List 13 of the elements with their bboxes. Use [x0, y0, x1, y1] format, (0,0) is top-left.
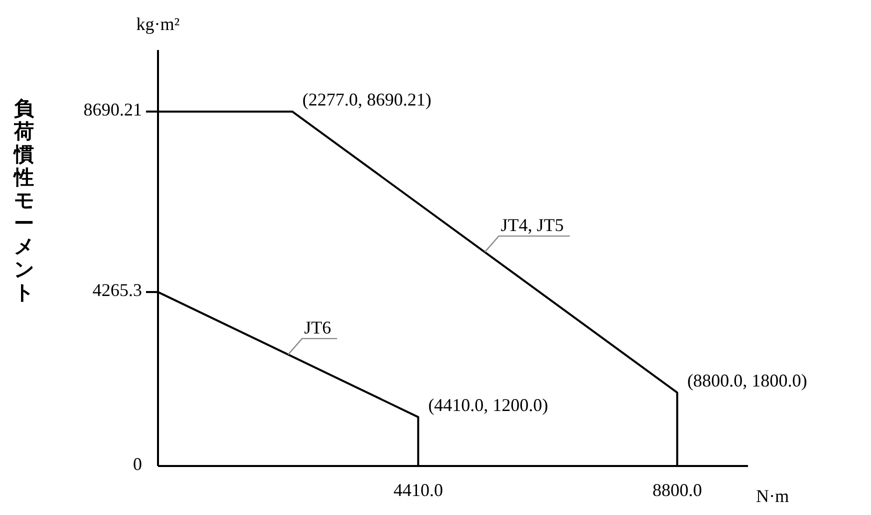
- x-tick-label: 8800.0: [652, 480, 702, 500]
- series-label: JT4, JT5: [500, 215, 564, 236]
- annotation: (8800.0, 1800.0): [687, 370, 808, 391]
- text: kg·m²: [136, 14, 180, 34]
- y-tick-label: 0: [133, 454, 142, 474]
- x-tick-label: 4410.0: [393, 480, 443, 500]
- y-tick-label: 4265.3: [92, 280, 142, 300]
- x-axis-title: N·m: [756, 486, 789, 506]
- annotation: (4410.0, 1200.0): [428, 395, 548, 416]
- text: 負荷慣性モーメント: [14, 98, 34, 304]
- series-label: JT6: [304, 318, 332, 338]
- y-tick-label: 8690.21: [84, 100, 142, 120]
- annotation: (2277.0, 8690.21): [302, 90, 432, 110]
